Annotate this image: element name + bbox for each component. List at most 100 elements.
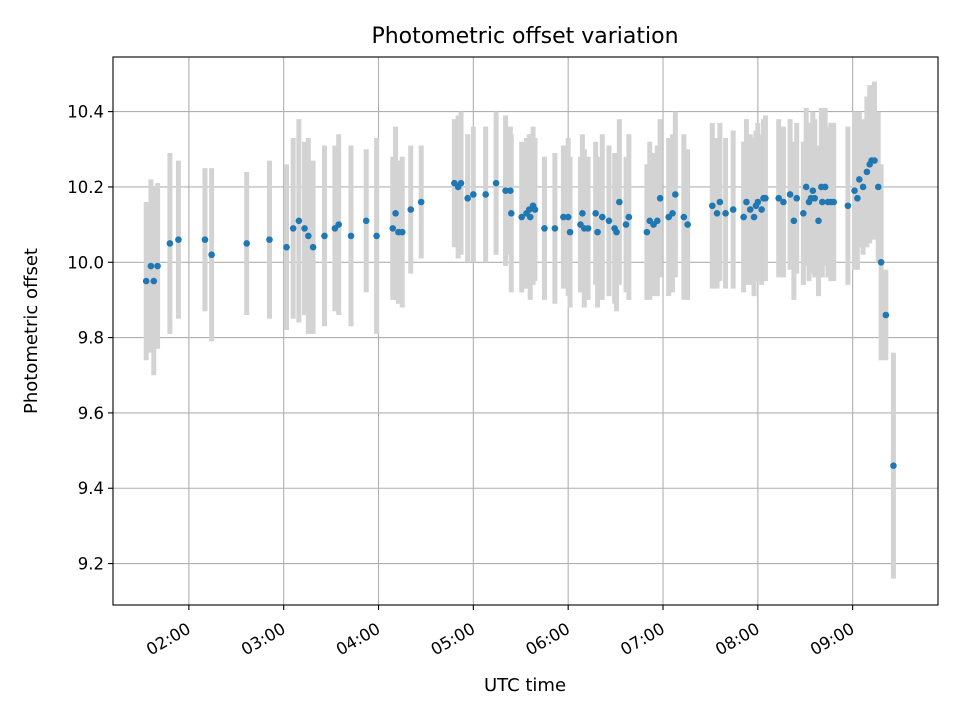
data-point xyxy=(243,240,251,247)
data-point xyxy=(541,225,548,232)
data-point xyxy=(301,225,308,232)
data-point xyxy=(335,221,342,228)
data-point xyxy=(613,228,620,236)
data-point xyxy=(605,217,613,225)
y-tick-label: 10.4 xyxy=(67,103,104,122)
data-point xyxy=(713,210,721,217)
data-point xyxy=(175,236,182,243)
data-point xyxy=(266,236,273,243)
y-tick-label: 9.4 xyxy=(78,479,104,498)
data-point xyxy=(398,228,406,236)
y-axis-label: Photometric offset xyxy=(21,248,42,414)
data-point xyxy=(482,191,489,198)
data-point xyxy=(507,187,514,195)
data-point xyxy=(802,183,810,191)
y-tick-label: 10.0 xyxy=(67,253,104,272)
data-point xyxy=(740,213,747,221)
data-point xyxy=(362,217,370,225)
data-point xyxy=(851,187,858,195)
data-point xyxy=(854,194,861,202)
data-point xyxy=(882,311,890,319)
data-point xyxy=(150,277,158,285)
data-point xyxy=(309,243,317,251)
data-point xyxy=(716,198,724,206)
data-point xyxy=(566,228,574,236)
y-tick-label: 9.2 xyxy=(78,555,104,574)
data-point xyxy=(166,240,174,247)
data-point xyxy=(526,213,534,221)
data-point xyxy=(560,213,567,221)
data-point xyxy=(643,228,651,236)
data-point xyxy=(815,217,822,225)
y-tick-label: 10.2 xyxy=(67,178,104,197)
data-point xyxy=(758,206,765,213)
data-point xyxy=(786,191,794,198)
data-point xyxy=(680,213,688,221)
data-point xyxy=(518,213,526,221)
data-point xyxy=(551,225,559,232)
data-point xyxy=(754,198,762,206)
data-point xyxy=(855,176,863,183)
data-point xyxy=(616,198,623,206)
data-point xyxy=(407,206,415,213)
data-point xyxy=(584,225,592,232)
data-points xyxy=(142,157,897,469)
data-point xyxy=(599,213,606,221)
data-point xyxy=(201,236,209,243)
data-point xyxy=(625,213,633,221)
data-point xyxy=(295,217,303,225)
data-point xyxy=(672,191,679,198)
data-point xyxy=(780,198,787,206)
data-point xyxy=(871,157,878,164)
data-point xyxy=(800,210,807,217)
data-point xyxy=(594,228,601,236)
data-point xyxy=(592,210,599,217)
data-point xyxy=(762,194,769,202)
data-point xyxy=(669,210,676,217)
data-point xyxy=(142,277,150,285)
data-point xyxy=(874,183,882,191)
data-point xyxy=(289,225,297,232)
data-point xyxy=(457,179,465,187)
y-tick-label: 9.8 xyxy=(78,329,104,348)
data-point xyxy=(392,210,399,217)
data-point xyxy=(859,183,867,191)
data-point xyxy=(464,194,471,202)
data-point xyxy=(809,187,817,195)
data-point xyxy=(877,258,885,266)
data-point xyxy=(811,194,819,202)
data-point xyxy=(654,217,661,225)
data-point xyxy=(147,262,155,270)
data-point xyxy=(470,191,477,198)
data-point xyxy=(746,206,754,213)
y-tick-label: 9.6 xyxy=(78,404,104,423)
data-point xyxy=(793,194,801,202)
data-point xyxy=(622,221,630,228)
data-point xyxy=(208,251,215,259)
data-point xyxy=(844,202,852,210)
data-point xyxy=(775,194,782,202)
data-point xyxy=(305,232,312,240)
x-axis-label: UTC time xyxy=(484,675,566,696)
data-point xyxy=(507,210,515,217)
data-point xyxy=(750,213,758,221)
data-point xyxy=(830,198,837,206)
data-point xyxy=(321,232,328,240)
data-point xyxy=(743,198,750,206)
chart-title: Photometric offset variation xyxy=(371,24,678,49)
data-point xyxy=(656,194,664,202)
data-point xyxy=(564,213,572,221)
data-point xyxy=(283,243,290,251)
data-point xyxy=(373,232,380,240)
data-point xyxy=(347,232,355,240)
data-point xyxy=(684,221,691,228)
data-point xyxy=(722,210,729,217)
plot-area-frame xyxy=(112,56,939,606)
data-point xyxy=(531,206,539,213)
data-point xyxy=(417,198,425,206)
data-point xyxy=(579,210,586,217)
data-point xyxy=(863,168,871,176)
data-point xyxy=(890,462,897,469)
